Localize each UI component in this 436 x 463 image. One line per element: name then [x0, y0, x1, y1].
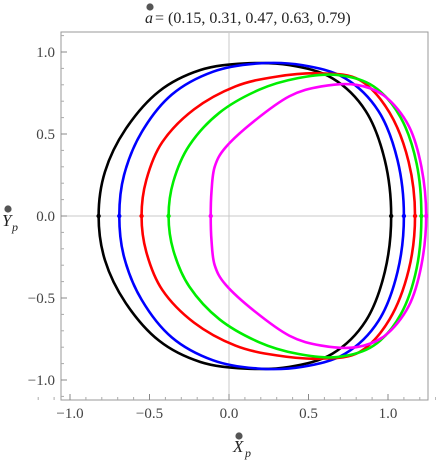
ylabel-sub: p [11, 220, 18, 234]
chart-title: a = (0.15, 0.31, 0.47, 0.63, 0.79) [145, 3, 351, 27]
x-tick-label: 0.5 [299, 406, 318, 422]
xlabel-main: X [232, 437, 244, 456]
curve-point-marker [419, 213, 424, 219]
y-tick-label: 0.5 [36, 127, 55, 143]
xlabel-sub: p [244, 446, 251, 460]
curve-point-marker [117, 213, 122, 219]
ylabel-dot-marker [4, 205, 12, 213]
curve-point-marker [139, 213, 144, 219]
y-tick-label: 1.0 [36, 45, 55, 61]
origin-gridlines [62, 33, 427, 399]
x-tick-label: 1.0 [379, 406, 398, 422]
x-axis-ticks: −1.0 −0.5 0.0 0.5 1.0 [37, 394, 436, 422]
ylabel-main: Y [2, 211, 13, 230]
curve-point-marker [166, 213, 171, 219]
curve-point-marker [401, 213, 407, 219]
y-tick-label: −1.0 [28, 373, 55, 389]
curve-point-marker [388, 213, 394, 219]
x-tick-label: −0.5 [136, 406, 163, 422]
xlabel-dot-marker [235, 432, 243, 440]
title-dot-marker [146, 3, 154, 11]
y-axis-ticks: 1.0 0.5 0.0 −0.5 −1.0 [28, 35, 67, 397]
y-axis-title: Y p [2, 205, 18, 234]
x-tick-label: −1.0 [56, 406, 83, 422]
curve-point-marker [412, 213, 418, 219]
title-variable: a [145, 10, 153, 27]
title-values: = (0.15, 0.31, 0.47, 0.63, 0.79) [155, 10, 351, 27]
curve-point-marker [208, 213, 213, 219]
curve-point-marker [96, 213, 101, 219]
marker-layer [96, 213, 429, 219]
curve-point-marker [423, 213, 429, 219]
y-tick-label: −0.5 [28, 291, 55, 307]
x-axis-title: X p [232, 432, 251, 460]
x-tick-label: 0.0 [220, 406, 239, 422]
y-tick-label: 0.0 [36, 209, 55, 225]
